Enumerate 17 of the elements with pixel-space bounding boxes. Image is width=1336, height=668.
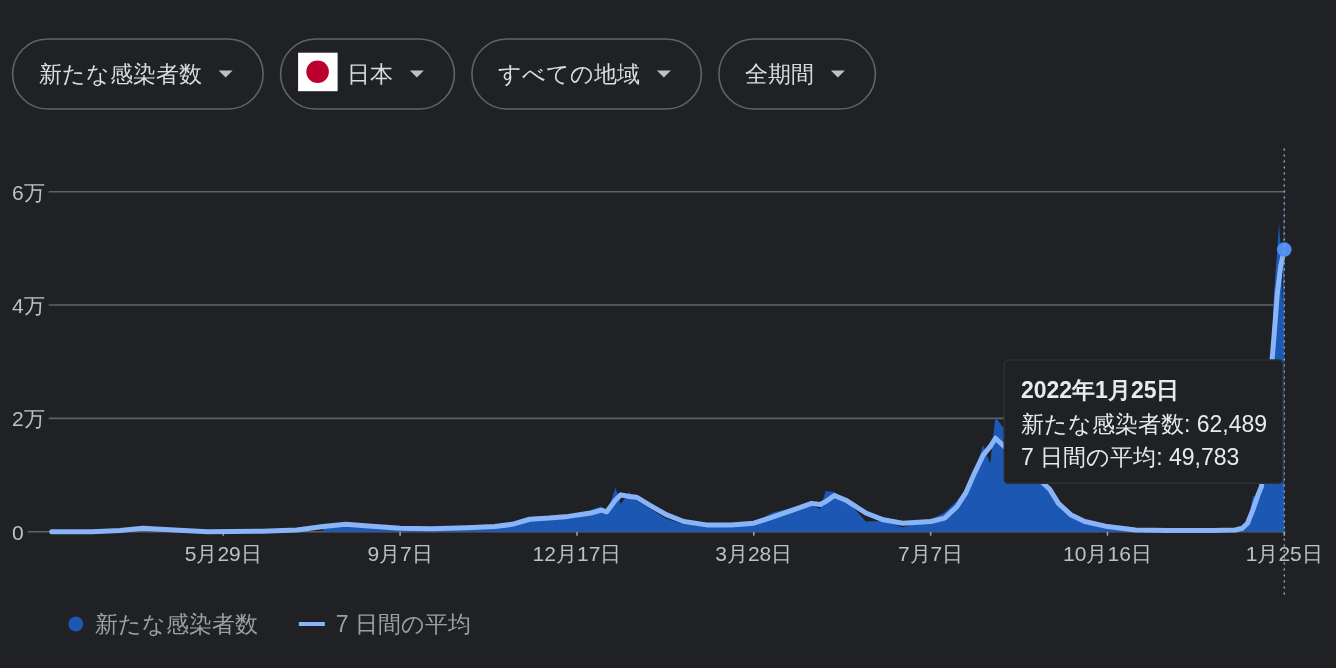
x-tick-label: 5月29日 xyxy=(184,541,262,565)
y-tick-label: 0 xyxy=(12,520,24,544)
tooltip: 2022年1月25日 新たな感染者数: 62,489 7 日間の平均: 49,783 xyxy=(1003,359,1284,485)
annotation: 2022年1月25日 xyxy=(1020,377,1180,403)
annotation: 新たな感染者数: 62,489 xyxy=(1020,410,1268,437)
y-tick-label: 2万 xyxy=(12,406,45,430)
legend-label: 新たな感染者数 xyxy=(95,611,259,637)
x-tick-label: 3月28日 xyxy=(715,541,793,565)
y-tick-label: 4万 xyxy=(12,293,45,317)
x-tick-label: 7月7日 xyxy=(897,541,964,565)
annotation: 7 日間の平均: 49,783 xyxy=(1020,444,1240,470)
x-tick-label: 12月17日 xyxy=(532,541,622,565)
legend-label: 7 日間の平均 xyxy=(335,611,471,637)
y-tick-label: 6万 xyxy=(12,180,45,204)
x-tick-label: 9月7日 xyxy=(367,541,433,565)
x-tick-label: 10月16日 xyxy=(1063,541,1152,565)
x-tick-label: 1月25日 xyxy=(1245,541,1323,565)
